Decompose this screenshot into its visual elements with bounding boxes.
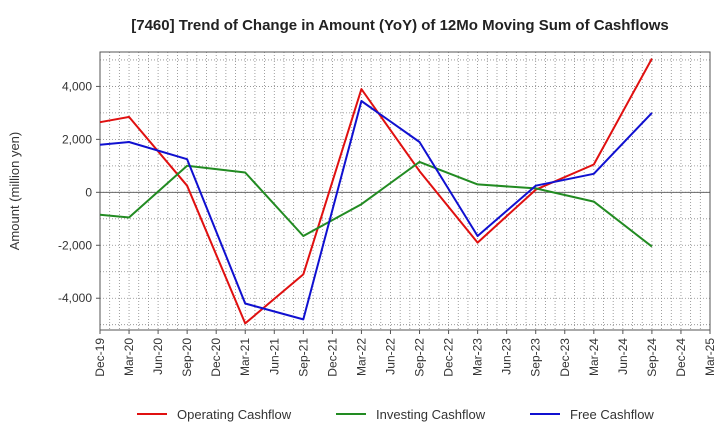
x-tick-label: Sep-21 (296, 338, 310, 377)
x-tick-label: Dec-22 (442, 338, 456, 377)
x-tick-label: Mar-22 (354, 338, 368, 376)
x-tick-label: Dec-24 (674, 338, 688, 377)
legend-label: Operating Cashflow (177, 407, 292, 422)
grid (99, 52, 711, 330)
x-tick-label: Sep-24 (645, 338, 659, 377)
y-axis: -4,000 -2,000 0 2,000 4,000 (58, 79, 100, 305)
legend-label: Investing Cashflow (376, 407, 486, 422)
x-tick-label: Sep-22 (413, 338, 427, 377)
x-tick-label: Dec-19 (93, 338, 107, 377)
x-tick-label: Mar-21 (238, 338, 252, 376)
x-tick-label: Jun-22 (383, 338, 397, 375)
series-line-free-cashflow (99, 100, 653, 321)
x-tick-label: Dec-21 (325, 338, 339, 377)
x-tick-label: Jun-23 (500, 338, 514, 375)
y-tick-label: -2,000 (58, 238, 92, 252)
x-tick-label: Jun-20 (151, 338, 165, 375)
x-tick-label: Jun-24 (616, 338, 630, 375)
x-tick-label: Mar-23 (471, 338, 485, 376)
series-group (99, 58, 653, 325)
x-tick-label: Mar-25 (703, 338, 717, 376)
series-line-operating-cashflow (99, 58, 653, 325)
y-tick-label: 2,000 (62, 132, 92, 146)
x-tick-label: Dec-23 (558, 338, 572, 377)
x-tick-label: Sep-23 (529, 338, 543, 377)
y-axis-label: Amount (million yen) (7, 132, 22, 251)
x-axis: Dec-19 Mar-20 Jun-20 Sep-20 Dec-20 Mar-21 Jun-… (93, 330, 717, 377)
y-tick-label: 0 (85, 185, 92, 199)
x-tick-label: Sep-20 (180, 338, 194, 377)
x-tick-label: Mar-20 (122, 338, 136, 376)
x-tick-label: Jun-21 (267, 338, 281, 375)
chart-title: [7460] Trend of Change in Amount (YoY) o… (131, 17, 669, 34)
y-tick-label: 4,000 (62, 79, 92, 93)
y-tick-label: -4,000 (58, 291, 92, 305)
x-tick-label: Mar-24 (587, 338, 601, 376)
series-line-investing-cashflow (99, 160, 653, 248)
plot-area (99, 51, 711, 331)
legend-label: Free Cashflow (570, 407, 654, 422)
legend: Operating Cashflow Investing Cashflow Free… (137, 407, 654, 422)
x-tick-label: Dec-20 (209, 338, 223, 377)
